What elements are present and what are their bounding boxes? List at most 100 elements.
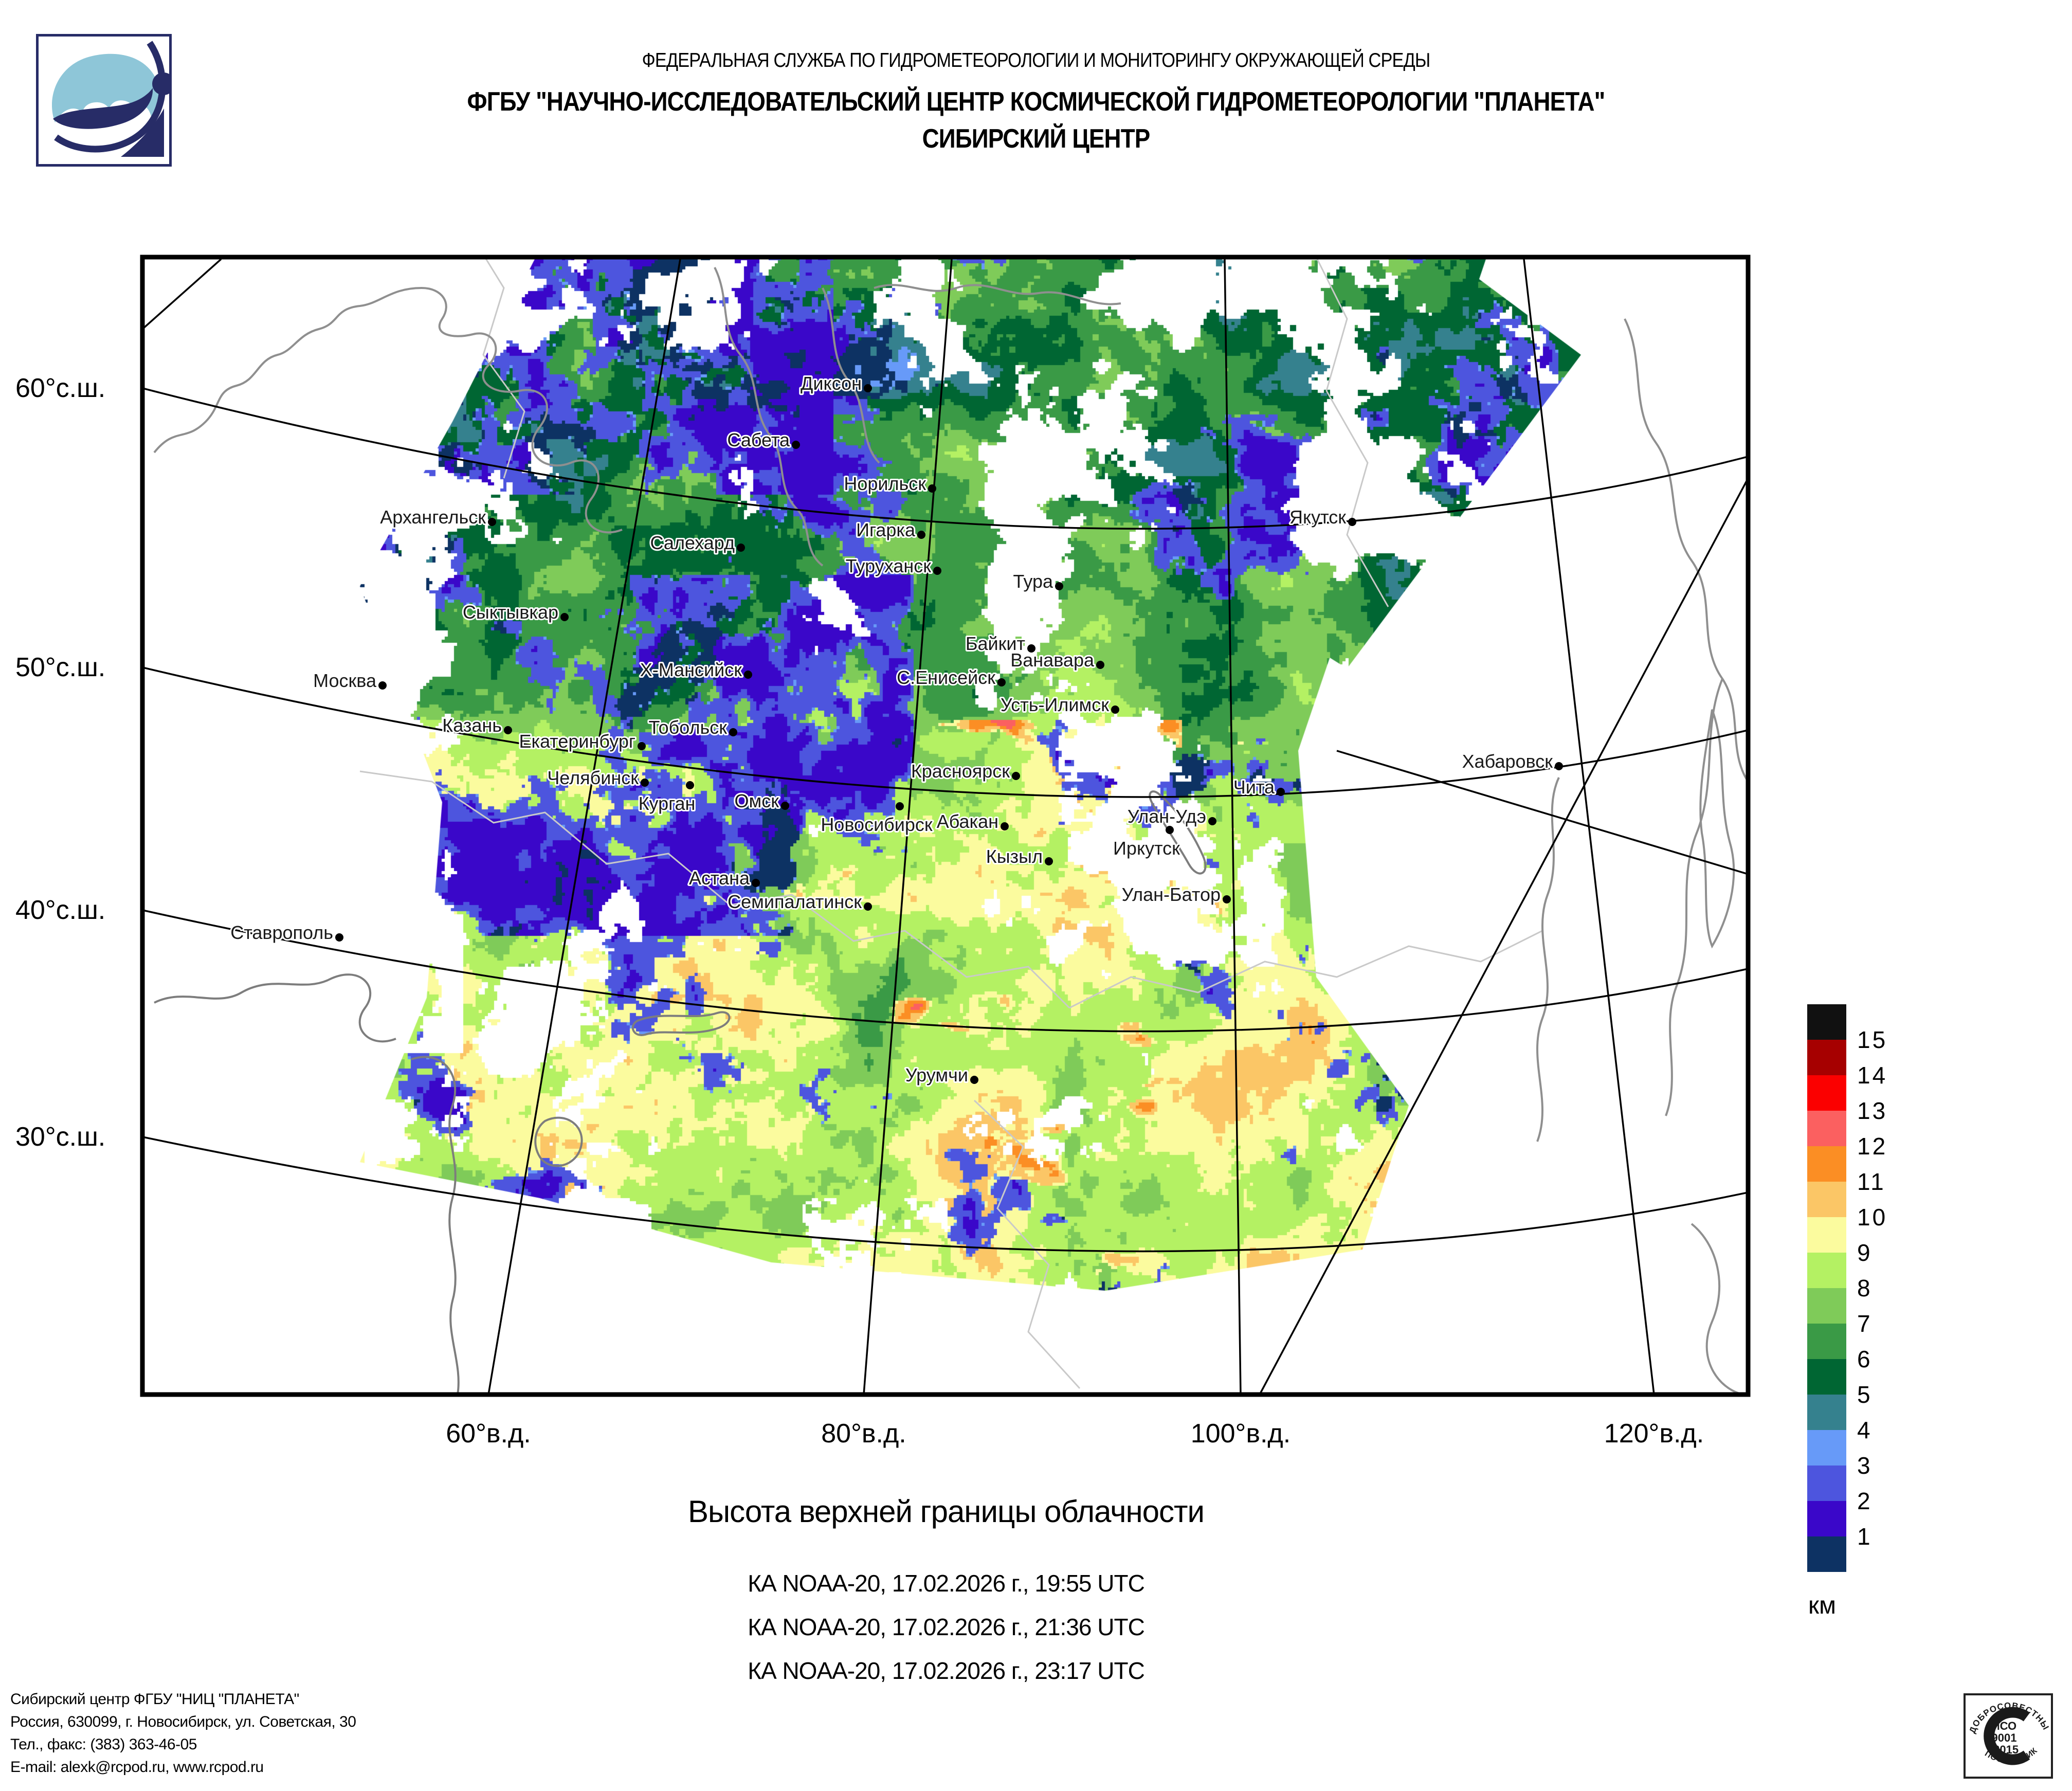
city-dot (1096, 661, 1104, 669)
legend-color-block (1807, 1359, 1846, 1395)
legend-value-label: 11 (1857, 1168, 1886, 1195)
meridian-100e (1224, 259, 1242, 1395)
city-label: Тобольск (648, 717, 727, 738)
pass-caption-1: КА NOAA-20, 17.02.2026 г., 19:55 UTC (748, 1570, 1145, 1597)
org-siberian-center: СИБИРСКИЙ ЦЕНТР (922, 124, 1151, 154)
city-dot (933, 567, 941, 575)
city-label: Москва (313, 670, 377, 691)
parallel-40n (142, 909, 1748, 1033)
logo-wave-shape (53, 88, 153, 129)
legend-value-label: 6 (1857, 1346, 1873, 1372)
legend-value-label: 7 (1857, 1310, 1873, 1337)
city-label: Урумчи (905, 1064, 968, 1086)
lat-label: 30°с.ш. (15, 1122, 106, 1152)
coast-yamal (714, 267, 824, 567)
city-dot (378, 681, 387, 690)
legend-value-label: 8 (1857, 1275, 1873, 1301)
city-label: Казань (442, 715, 502, 736)
city-dot (752, 879, 760, 887)
legend-value-label: 10 (1857, 1204, 1888, 1231)
city-label: Абакан (937, 811, 998, 832)
parallel-30n (142, 1136, 1748, 1253)
city-label: Туруханск (846, 555, 932, 576)
city-label: С.Енисейск (897, 667, 995, 688)
city-label: Астана (689, 867, 750, 889)
legend-color-block (1807, 1395, 1846, 1430)
coast-ob-bay (822, 287, 880, 464)
city-label: Х-Мансийск (640, 659, 742, 680)
city-dot (1277, 788, 1285, 796)
city-dot (1001, 822, 1009, 830)
footer-org: Сибирский центр ФГБУ "НИЦ "ПЛАНЕТА" (10, 1691, 299, 1708)
legend-unit-label: км (1808, 1592, 1836, 1619)
city-label: Якутск (1289, 506, 1346, 528)
org-planeta-center: ФГБУ "НАУЧНО-ИССЛЕДОВАТЕЛЬСКИЙ ЦЕНТР КОС… (467, 87, 1606, 117)
legend-value-label: 2 (1857, 1488, 1873, 1514)
legend-value-label: 9 (1857, 1239, 1873, 1266)
city-dot (686, 781, 694, 789)
city-label: Хабаровск (1462, 751, 1553, 772)
city-dot (1055, 582, 1063, 590)
legend-value-label: 12 (1857, 1133, 1888, 1160)
city-dot (335, 933, 343, 942)
meridian-40e (142, 258, 222, 330)
legend-color-block (1807, 1430, 1846, 1466)
footer-phone: Тел., факс: (383) 363-46-05 (10, 1736, 197, 1753)
city-label: Улан-Батор (1122, 884, 1221, 905)
city-dot (970, 1076, 978, 1084)
city-label: Новосибирск (821, 814, 933, 835)
logo-corner-wedge (121, 108, 164, 157)
lon-label: 100°в.д. (1190, 1419, 1291, 1449)
product-title: Высота верхней границы облачности (688, 1494, 1205, 1529)
legend-color-block (1807, 1217, 1846, 1253)
planeta-logo (36, 34, 175, 167)
city-dot (560, 613, 569, 621)
city-dot (928, 484, 936, 493)
city-label: Челябинск (547, 767, 639, 788)
city-dot (1208, 817, 1216, 825)
legend-color-block (1807, 1536, 1846, 1572)
city-label: Салехард (650, 532, 735, 553)
legend-value-label: 5 (1857, 1381, 1873, 1408)
iso-9001-stamp: ДОБРОСОВЕСТНЫЙ ПОСТАВЩИК ИСО 9001 -2015 (1959, 1685, 2053, 1779)
city-label: Семипалатинск (728, 891, 862, 912)
city-label: Байкит (966, 633, 1025, 654)
coast-aral (534, 1116, 583, 1167)
city-dot (864, 384, 872, 392)
city-label: Красноярск (911, 761, 1010, 782)
legend-value-label: 4 (1857, 1417, 1873, 1443)
graticule (142, 258, 1748, 1395)
city-dot (638, 742, 646, 750)
footer-address: Россия, 630099, г. Новосибирск, ул. Сове… (10, 1713, 356, 1730)
coast-caspian (411, 1056, 460, 1395)
city-labels: Диксон Сабета Норильск Игарка Салехард Туруха… (229, 371, 1563, 1087)
legend-color-block (1807, 1288, 1846, 1324)
coastlines (153, 267, 1748, 1395)
city-dot (737, 544, 745, 552)
legend-color-block (1807, 1324, 1846, 1359)
city-dot (1166, 826, 1174, 834)
city-dot (864, 902, 872, 911)
city-label: Архангельск (380, 506, 486, 528)
lon-label: 120°в.д. (1604, 1419, 1704, 1449)
city-label: Ванавара (1010, 649, 1095, 671)
legend-value-label: 1 (1857, 1523, 1873, 1550)
city-dot (792, 441, 800, 449)
lat-label: 40°с.ш. (15, 895, 106, 925)
city-label: Омск (734, 790, 779, 811)
city-dot (1111, 705, 1119, 714)
city-label: Игарка (856, 519, 916, 540)
legend-color-block (1807, 1501, 1846, 1536)
meridian-140e (1259, 478, 1748, 1395)
coast-black-sea (154, 973, 396, 1043)
stamp-9001-text: 9001 (1992, 1731, 2017, 1744)
lat-label: 50°с.ш. (15, 653, 106, 682)
city-dot (781, 802, 789, 810)
stamp-c-glyph (1984, 1707, 2030, 1765)
city-dot (641, 779, 649, 787)
city-dot (1555, 762, 1563, 770)
map-border (140, 255, 1751, 1397)
city-dot (729, 728, 737, 736)
